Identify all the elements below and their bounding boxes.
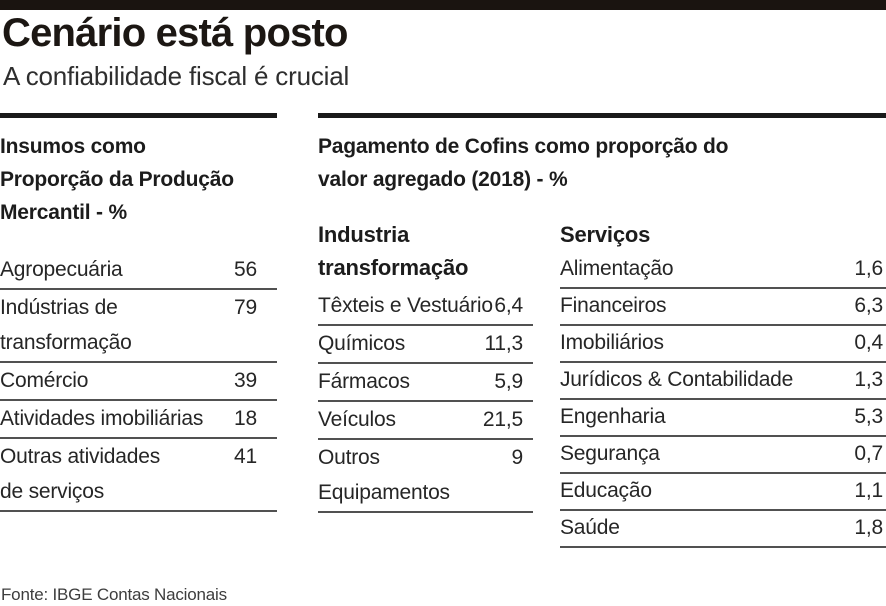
row-label: Jurídicos & Contabilidade xyxy=(560,368,794,391)
table-row: Jurídicos & Contabilidade 1,3 xyxy=(560,363,886,400)
row-label: Saúde xyxy=(560,516,620,539)
top-rule xyxy=(0,0,886,10)
row-value: 0,7 xyxy=(854,442,883,465)
cofins-columns: Industria transformação Têxteis e Vestuá… xyxy=(318,218,886,548)
industria-table-title: Industria transformação xyxy=(318,218,533,284)
row-label: Imobiliários xyxy=(560,331,664,354)
row-label: Alimentação xyxy=(560,257,674,280)
source-note: Fonte: IBGE Contas Nacionais xyxy=(1,585,227,604)
row-label: Outros Equipamentos xyxy=(318,446,450,504)
industria-title-line: transformação xyxy=(318,255,469,280)
row-value: 5,3 xyxy=(854,405,883,428)
insumos-rows: Agropecuária 56 Indústrias de transformaçã… xyxy=(0,252,277,512)
table-row: Engenharia 5,3 xyxy=(560,400,886,437)
row-value: 6,4 xyxy=(494,294,523,317)
row-label: Indústrias de transformação xyxy=(0,296,132,354)
row-label: Têxteis e Vestuário xyxy=(318,294,493,317)
cofins-title-line: valor agregado (2018) - % xyxy=(318,168,568,191)
page-subtitle: A confiabilidade fiscal é crucial xyxy=(3,61,350,91)
row-value: 41 xyxy=(234,445,257,468)
row-label: Atividades imobiliárias xyxy=(0,407,204,430)
row-value: 21,5 xyxy=(482,408,523,431)
row-value: 1,6 xyxy=(854,257,883,280)
row-value: 11,3 xyxy=(484,332,523,355)
table-row: Outros Equipamentos 9 xyxy=(318,440,533,513)
row-label: Químicos xyxy=(318,332,406,355)
table-row: Saúde 1,8 xyxy=(560,511,886,548)
servicos-table-title: Serviços xyxy=(560,222,651,247)
row-value: 79 xyxy=(234,296,257,319)
table-row: Educação 1,1 xyxy=(560,474,886,511)
page-title: Cenário está posto xyxy=(2,11,348,55)
row-label: Educação xyxy=(560,479,652,502)
row-label: Veículos xyxy=(318,408,396,431)
cofins-title-line: Pagamento de Cofins como proporção do xyxy=(318,135,729,158)
row-label: Fármacos xyxy=(318,370,410,393)
row-value: 1,8 xyxy=(854,516,883,539)
row-value: 5,9 xyxy=(494,370,523,393)
insumos-title-line: Mercantil - % xyxy=(0,201,127,224)
industria-table: Industria transformação Têxteis e Vestuá… xyxy=(318,218,533,548)
row-label: Agropecuária xyxy=(0,258,123,281)
row-value: 56 xyxy=(234,258,257,281)
row-value: 9 xyxy=(511,446,524,469)
table-row: Indústrias de transformação 79 xyxy=(0,290,277,363)
table-row: Agropecuária 56 xyxy=(0,252,277,290)
table-row: Atividades imobiliárias 18 xyxy=(0,401,277,439)
table-row: Têxteis e Vestuário 6,4 xyxy=(318,288,533,326)
insumos-title-line: Insumos como xyxy=(0,135,146,158)
insumos-table: Insumos como Proporção da Produção Merca… xyxy=(0,113,277,512)
table-row: Alimentação 1,6 xyxy=(560,252,886,289)
table-row: Químicos 11,3 xyxy=(318,326,533,364)
row-label: Segurança xyxy=(560,442,660,465)
table-row: Segurança 0,7 xyxy=(560,437,886,474)
row-value: 0,4 xyxy=(854,331,883,354)
cofins-section-title: Pagamento de Cofins como proporção do va… xyxy=(318,130,886,196)
row-value: 18 xyxy=(234,407,257,430)
table-row: Comércio 39 xyxy=(0,363,277,401)
industria-rows: Têxteis e Vestuário 6,4 Químicos 11,3 Fármac… xyxy=(318,288,533,513)
cofins-section: Pagamento de Cofins como proporção do va… xyxy=(318,113,886,548)
insumos-title-line: Proporção da Produção xyxy=(0,168,234,191)
table-row: Imobiliários 0,4 xyxy=(560,326,886,363)
row-label: Financeiros xyxy=(560,294,667,317)
row-label: Engenharia xyxy=(560,405,666,428)
row-label: Outras atividades de serviços xyxy=(0,445,161,503)
industria-title-line: Industria xyxy=(318,222,410,247)
row-label: Comércio xyxy=(0,369,89,392)
insumos-table-title: Insumos como Proporção da Produção Merca… xyxy=(0,130,277,229)
table-row: Financeiros 6,3 xyxy=(560,289,886,326)
table-row: Veículos 21,5 xyxy=(318,402,533,440)
row-value: 6,3 xyxy=(854,294,883,317)
servicos-rows: Alimentação 1,6 Financeiros 6,3 Imobiliários… xyxy=(560,252,886,548)
table-row: Outras atividades de serviços 41 xyxy=(0,439,277,512)
table-row: Fármacos 5,9 xyxy=(318,364,533,402)
row-value: 39 xyxy=(234,369,257,392)
row-value: 1,3 xyxy=(854,368,883,391)
row-value: 1,1 xyxy=(854,479,883,502)
servicos-table: Serviços Alimentação 1,6 Financeiros 6,3 Imo… xyxy=(560,218,886,548)
